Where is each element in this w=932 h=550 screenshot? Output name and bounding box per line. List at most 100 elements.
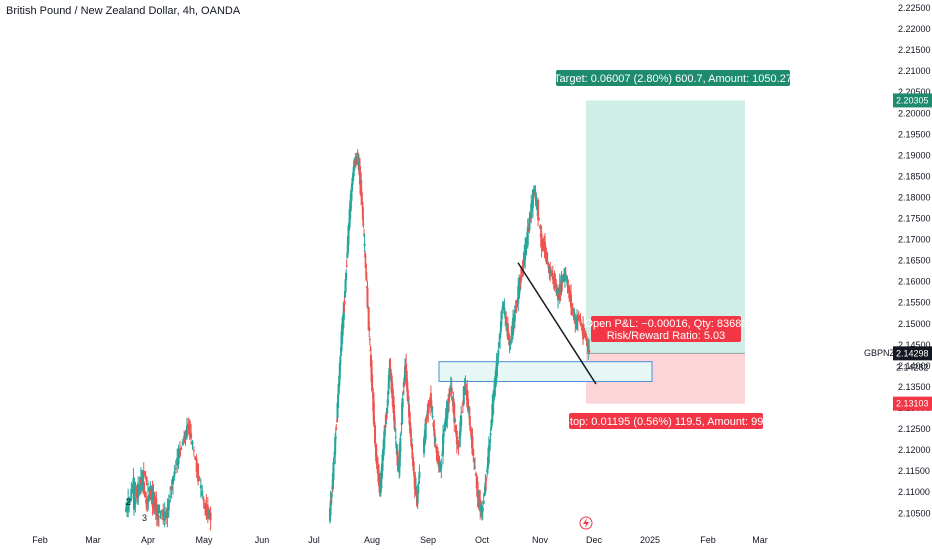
candle-body — [335, 428, 338, 430]
candle-body — [344, 290, 346, 298]
candle-body — [363, 234, 366, 236]
open-pnl-label: Open P&L: −0.00016, Qty: 83682 — [585, 318, 748, 330]
candle-body — [376, 463, 379, 474]
y-tick-label: 2.15500 — [898, 298, 931, 308]
candle-body — [546, 261, 549, 265]
candle-body — [411, 452, 414, 458]
candle-body — [502, 302, 505, 309]
candle-body — [417, 485, 420, 494]
candle-body — [417, 481, 420, 483]
candle-body — [341, 317, 344, 336]
candle-body — [370, 360, 373, 383]
candle-body — [350, 183, 353, 192]
open-pnl-box — [591, 316, 741, 342]
candle-body — [537, 218, 540, 220]
candle-body — [350, 190, 353, 200]
wave-count-2: 2 — [126, 497, 131, 507]
candle-body — [405, 363, 408, 377]
candle-body — [162, 509, 165, 521]
candle-body — [519, 275, 522, 283]
x-tick-label: Oct — [475, 535, 490, 545]
x-tick-label: Mar — [752, 535, 768, 545]
candle-body — [534, 191, 537, 200]
candle-body — [367, 306, 370, 331]
candle-body — [493, 377, 496, 397]
candle-body — [399, 433, 402, 435]
candle-body — [167, 499, 170, 511]
candle-body — [139, 476, 142, 493]
candle-body — [173, 471, 176, 477]
trendline — [517, 262, 597, 385]
candle-body — [455, 430, 458, 445]
candle-body — [366, 287, 369, 308]
candle-body — [133, 482, 136, 489]
candles — [125, 149, 591, 531]
candle-body — [361, 206, 364, 220]
candle-body — [466, 390, 469, 407]
candle-body — [146, 483, 149, 486]
candle-body — [556, 289, 559, 295]
symbol-label: GBPNZD — [864, 348, 902, 358]
candle-body — [438, 462, 441, 471]
candle-body — [185, 425, 188, 437]
candle-body — [476, 481, 479, 498]
candle-body — [553, 277, 556, 285]
candle-body — [469, 426, 472, 432]
candle-body — [560, 275, 563, 293]
candle-body — [490, 419, 493, 428]
candle-body — [514, 309, 517, 312]
candle-body — [585, 336, 588, 342]
candle-body — [205, 504, 208, 517]
candle-body — [145, 499, 148, 504]
candle-body — [128, 499, 131, 505]
candle-body — [583, 333, 586, 337]
candle-body — [509, 339, 512, 346]
candle-body — [337, 388, 340, 395]
candle-body — [504, 313, 507, 319]
y-tick-label: 2.20500 — [898, 87, 931, 97]
candle-body — [433, 428, 436, 437]
candle-body — [551, 273, 554, 280]
candle-body — [499, 321, 502, 332]
candle-body — [446, 401, 449, 420]
candle-body — [338, 375, 341, 388]
candle-body — [430, 405, 433, 411]
candle-body — [480, 505, 483, 512]
candle-body — [525, 239, 528, 256]
candle-body — [388, 369, 391, 374]
candle-body — [401, 402, 404, 424]
candle-body — [380, 463, 383, 479]
candle-body — [416, 490, 419, 504]
candle-body — [550, 270, 553, 274]
y-tick-label: 2.10500 — [898, 508, 931, 518]
candle-body — [558, 284, 561, 301]
candle-body — [155, 497, 158, 507]
candle-body — [414, 486, 417, 495]
candle-body — [454, 424, 457, 434]
candle-body — [518, 278, 521, 291]
candle-body — [458, 436, 461, 439]
candle-body — [474, 473, 477, 476]
x-tick-label: 2025 — [640, 535, 660, 545]
candle-body — [397, 457, 400, 470]
drawings: 23 — [126, 262, 597, 530]
candle-body — [187, 423, 190, 430]
candle-body — [330, 501, 333, 503]
candle-body — [454, 419, 457, 422]
candle-body — [407, 402, 410, 405]
candle-body — [408, 411, 411, 425]
candle-body — [389, 368, 392, 380]
candle-body — [447, 402, 450, 409]
x-tick-label: Nov — [532, 535, 549, 545]
y-tick-label: 2.14000 — [898, 361, 931, 371]
candle-body — [547, 263, 550, 268]
candle-body — [177, 448, 180, 465]
candle-body — [535, 196, 538, 203]
candle-body — [549, 266, 552, 274]
candle-body — [530, 203, 533, 219]
candle-body — [365, 272, 368, 281]
candle-body — [414, 477, 417, 494]
x-tick-label: Aug — [364, 535, 380, 545]
candle-body — [497, 350, 500, 357]
